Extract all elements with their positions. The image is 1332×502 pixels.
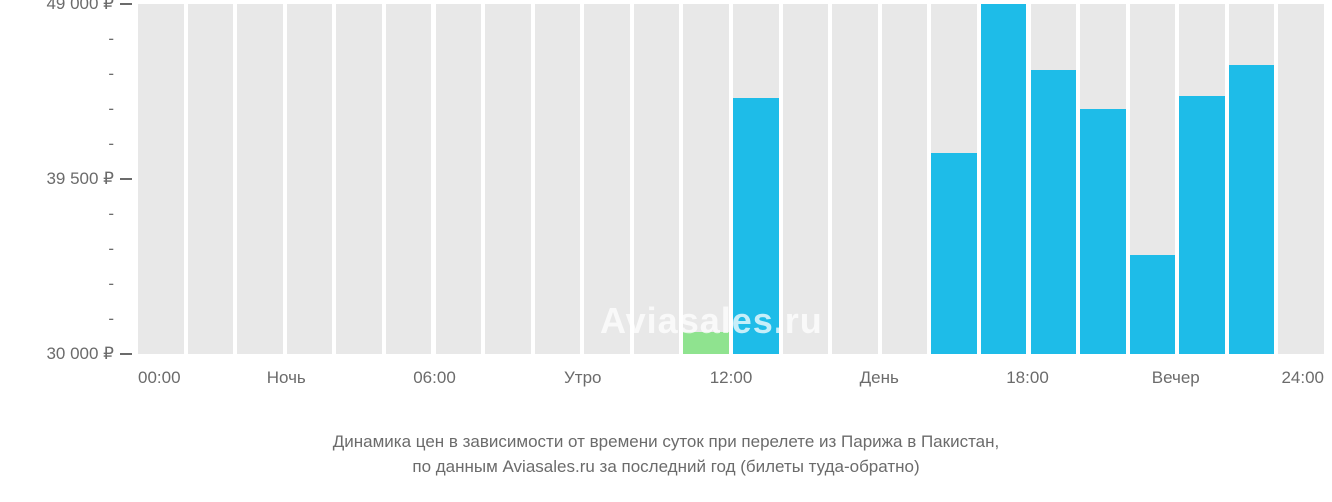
bar-bg xyxy=(287,4,333,354)
bar-slot xyxy=(287,4,333,354)
y-axis-tick-mark xyxy=(120,3,132,5)
y-axis-tick-mark xyxy=(120,353,132,355)
x-axis-tick-label: Утро xyxy=(564,368,602,388)
bar-slot xyxy=(188,4,234,354)
chart-caption: Динамика цен в зависимости от времени су… xyxy=(0,430,1332,479)
bar-bg xyxy=(336,4,382,354)
bar-slot xyxy=(1031,4,1077,354)
bar-slot xyxy=(336,4,382,354)
chart-container: 49 000 ₽ 39 500 ₽ 30 000 ₽ - - - - - - - - 00:00 Но… xyxy=(0,0,1332,502)
bar-slot xyxy=(634,4,680,354)
y-axis-minor-tick-label: - xyxy=(108,274,114,294)
bar-bg xyxy=(237,4,283,354)
y-axis-minor-tick: - xyxy=(0,134,132,154)
bar-slot xyxy=(981,4,1027,354)
bar-slot xyxy=(436,4,482,354)
bar-bg xyxy=(634,4,680,354)
bar-slot xyxy=(1179,4,1225,354)
plot-area xyxy=(138,4,1324,354)
y-axis-minor-tick-label: - xyxy=(108,29,114,49)
bar-slot xyxy=(138,4,184,354)
x-axis-tick-label: Вечер xyxy=(1152,368,1200,388)
y-axis-minor-tick: - xyxy=(0,29,132,49)
bar-bg xyxy=(1278,4,1324,354)
y-axis-minor-tick-label: - xyxy=(108,99,114,119)
bar-value xyxy=(931,153,977,354)
y-axis-minor-tick: - xyxy=(0,99,132,119)
bar-value xyxy=(1080,109,1126,354)
y-axis-minor-tick: - xyxy=(0,64,132,84)
bar-value xyxy=(981,4,1027,354)
bar-bg xyxy=(584,4,630,354)
bar-value xyxy=(1031,70,1077,354)
bar-slot xyxy=(683,4,729,354)
y-axis-tick-label: 39 500 ₽ xyxy=(46,169,114,189)
y-axis-tick-mark xyxy=(120,178,132,180)
bar-slot xyxy=(931,4,977,354)
y-axis-minor-tick: - xyxy=(0,204,132,224)
y-axis-minor-tick: - xyxy=(0,274,132,294)
y-axis-tick: 39 500 ₽ xyxy=(0,169,132,189)
x-axis-tick-label: 06:00 xyxy=(413,368,456,388)
x-axis-tick-label: Ночь xyxy=(267,368,306,388)
y-axis-minor-tick-label: - xyxy=(108,309,114,329)
y-axis-minor-tick-label: - xyxy=(108,134,114,154)
bar-value xyxy=(733,98,779,354)
y-axis-minor-tick-label: - xyxy=(108,239,114,259)
bar-bg xyxy=(436,4,482,354)
y-axis-tick: 49 000 ₽ xyxy=(0,0,132,14)
bar-bg xyxy=(882,4,928,354)
bar-slot xyxy=(733,4,779,354)
bar-slot xyxy=(1080,4,1126,354)
x-axis-tick-label: 12:00 xyxy=(710,368,753,388)
x-axis-tick-label: День xyxy=(860,368,899,388)
bar-bg xyxy=(386,4,432,354)
bar-slot xyxy=(237,4,283,354)
bar-bg xyxy=(832,4,878,354)
x-axis-tick-label: 00:00 xyxy=(138,368,181,388)
bar-slot xyxy=(485,4,531,354)
x-axis-tick-label: 18:00 xyxy=(1006,368,1049,388)
caption-line-1: Динамика цен в зависимости от времени су… xyxy=(0,430,1332,455)
caption-line-2: по данным Aviasales.ru за последний год … xyxy=(0,455,1332,480)
bar-value xyxy=(1229,65,1275,354)
bar-slot xyxy=(386,4,432,354)
bar-value xyxy=(1179,96,1225,354)
bar-bg xyxy=(138,4,184,354)
y-axis-tick-label: 49 000 ₽ xyxy=(46,0,114,14)
bar-slot xyxy=(783,4,829,354)
y-axis-minor-tick: - xyxy=(0,309,132,329)
bar-bg xyxy=(683,4,729,354)
y-axis-tick-label: 30 000 ₽ xyxy=(46,344,114,364)
x-axis-tick-label: 24:00 xyxy=(1281,368,1324,388)
bar-slot xyxy=(584,4,630,354)
y-axis-minor-tick: - xyxy=(0,239,132,259)
y-axis-minor-tick-label: - xyxy=(108,64,114,84)
bar-bg xyxy=(485,4,531,354)
bar-slot xyxy=(882,4,928,354)
y-axis-tick: 30 000 ₽ xyxy=(0,344,132,364)
bar-slot xyxy=(1278,4,1324,354)
bar-slot xyxy=(1229,4,1275,354)
bar-slot xyxy=(832,4,878,354)
bar-bg xyxy=(188,4,234,354)
y-axis-minor-tick-label: - xyxy=(108,204,114,224)
bar-slot xyxy=(535,4,581,354)
x-axis: 00:00 Ночь 06:00 Утро 12:00 День 18:00 Вечер 24:… xyxy=(138,368,1324,398)
bar-bg xyxy=(783,4,829,354)
bar-value xyxy=(683,332,729,354)
bar-value xyxy=(1130,255,1176,354)
y-axis: 49 000 ₽39 500 ₽30 000 ₽-------- xyxy=(0,4,132,354)
bar-slot xyxy=(1130,4,1176,354)
bar-bg xyxy=(535,4,581,354)
